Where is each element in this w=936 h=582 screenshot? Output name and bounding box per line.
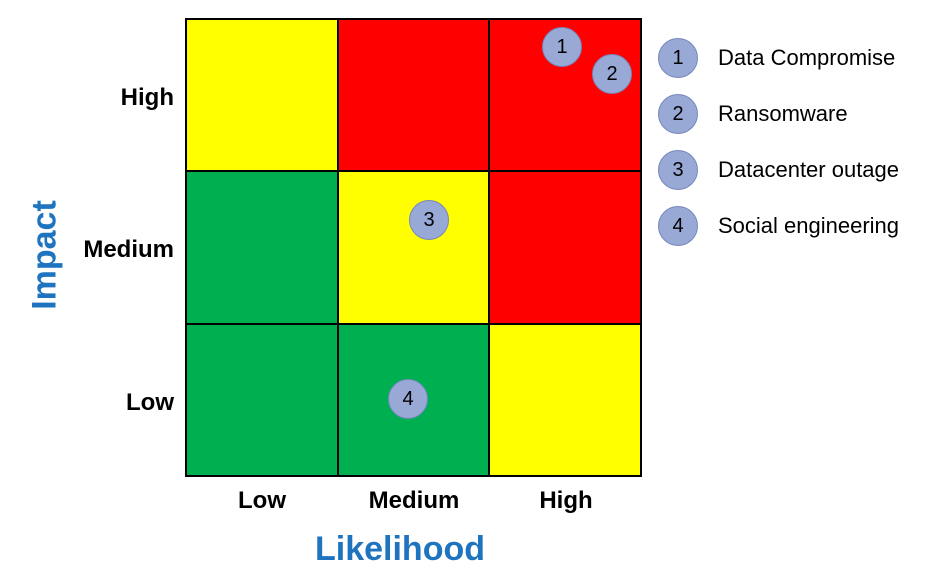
risk-marker-4: 4 (388, 379, 428, 419)
cell-high-impact-low-likelihood (186, 19, 338, 172)
impact-label-low: Low (126, 389, 174, 416)
legend-item: 1 Data Compromise (658, 30, 899, 86)
risk-marker-3: 3 (409, 200, 449, 240)
cell-low-impact-high-likelihood (489, 323, 641, 476)
legend-marker: 3 (658, 150, 698, 190)
legend-marker: 2 (658, 94, 698, 134)
x-axis-title: Likelihood (315, 530, 485, 568)
risk-marker-1: 1 (542, 27, 582, 67)
cell-medium-impact-medium-likelihood (337, 171, 490, 324)
impact-label-high: High (120, 84, 174, 111)
likelihood-label-high: High (539, 487, 593, 514)
legend-item: 2 Ransomware (658, 86, 899, 142)
legend-item: 3 Datacenter outage (658, 142, 899, 198)
cell-high-impact-medium-likelihood (337, 19, 490, 172)
legend-label: Datacenter outage (718, 157, 900, 182)
cell-medium-impact-low-likelihood (186, 171, 338, 324)
legend-label: Social engineering (718, 213, 900, 238)
legend-item: 4 Social engineering (658, 198, 899, 254)
y-axis-title: Impact (25, 200, 64, 310)
legend-marker: 4 (658, 206, 698, 246)
likelihood-label-medium: Medium (368, 487, 460, 514)
impact-label-medium: Medium (83, 236, 174, 263)
cell-low-impact-low-likelihood (186, 323, 338, 476)
legend: 1 Data Compromise 2 Ransomware 3 Datacen… (658, 30, 899, 254)
likelihood-label-low: Low (238, 487, 286, 514)
risk-marker-2: 2 (592, 54, 632, 94)
legend-label: Ransomware (718, 101, 848, 126)
cell-medium-impact-high-likelihood (489, 171, 641, 324)
legend-label: Data Compromise (718, 45, 896, 70)
legend-marker: 1 (658, 38, 698, 78)
